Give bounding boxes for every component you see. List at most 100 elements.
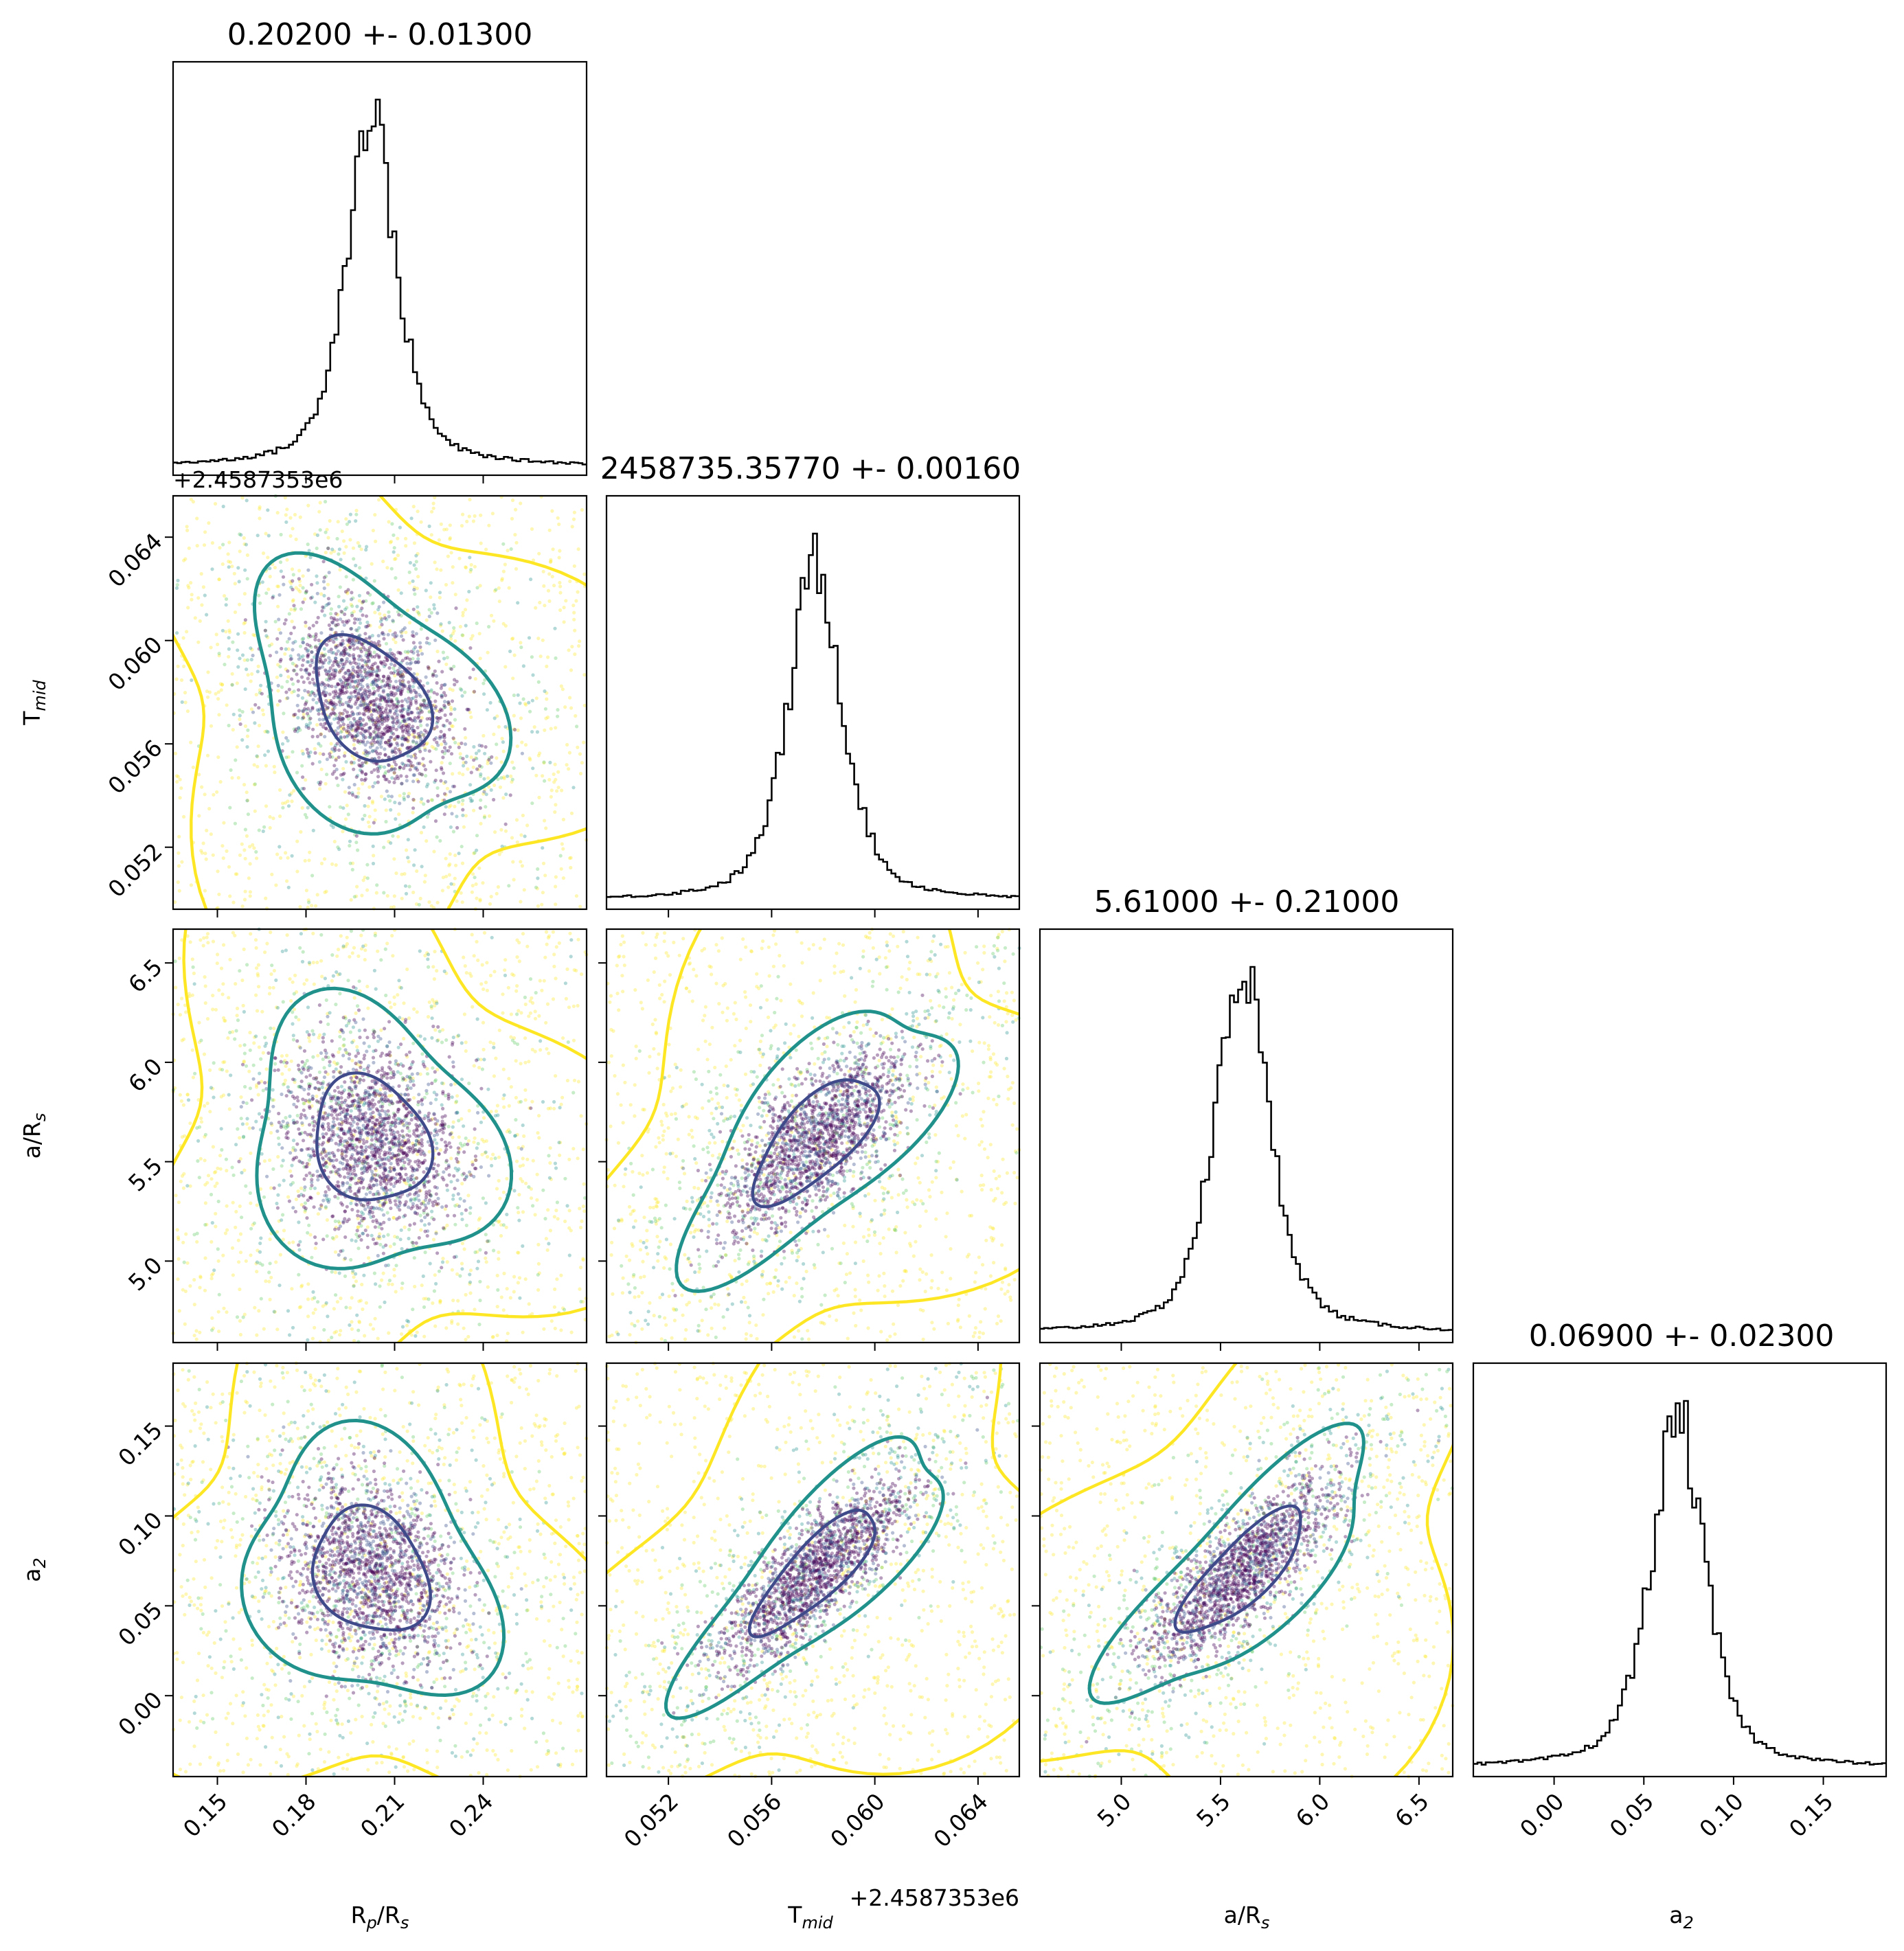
scatter-point [280, 1054, 284, 1058]
scatter-point [244, 543, 248, 547]
scatter-point [472, 1140, 476, 1144]
scatter-point [223, 1231, 228, 1235]
scatter-point [293, 729, 297, 733]
scatter-point [473, 876, 477, 880]
scatter-point [336, 683, 340, 687]
scatter-point [348, 645, 352, 649]
scatter-point [549, 727, 553, 731]
scatter-point [373, 749, 377, 753]
scatter-point [413, 716, 417, 720]
scatter-point [461, 808, 465, 812]
scatter-point [339, 617, 343, 621]
scatter-point [462, 1150, 466, 1154]
scatter-point [279, 856, 283, 860]
scatter-point [500, 736, 504, 741]
scatter-point [449, 1083, 453, 1087]
scatter-point [528, 709, 532, 714]
scatter-point [432, 738, 436, 742]
scatter-point [389, 662, 394, 666]
scatter-point [452, 737, 456, 741]
scatter-point [392, 738, 397, 742]
scatter-point [254, 993, 258, 997]
scatter-point [268, 567, 272, 571]
scatter-point [508, 793, 512, 797]
scatter-point [399, 1228, 403, 1232]
scatter-point [300, 675, 304, 679]
scatter-point [438, 595, 442, 600]
scatter-point [252, 763, 256, 767]
scatter-point [238, 853, 242, 857]
scatter-point [182, 1172, 186, 1176]
scatter-point [413, 592, 417, 596]
scatter-point [543, 689, 547, 694]
scatter-point [558, 1106, 562, 1110]
scatter-point [392, 533, 396, 537]
scatter-point [450, 1268, 455, 1272]
scatter-point [255, 1203, 259, 1207]
scatter-point [499, 776, 503, 780]
scatter-point [401, 728, 405, 732]
scatter-point [438, 1299, 442, 1303]
scatter-point [503, 665, 508, 669]
scatter-point [242, 630, 247, 635]
scatter-point [394, 708, 398, 712]
scatter-point [534, 696, 539, 700]
scatter-point [524, 1181, 528, 1185]
scatter-point [183, 691, 188, 695]
scatter-point [536, 904, 541, 909]
scatter-point [233, 610, 238, 615]
scatter-point [431, 506, 435, 510]
scatter-point [305, 660, 310, 664]
scatter-point [411, 890, 416, 895]
scatter-point [471, 634, 475, 638]
scatter-point [349, 691, 353, 695]
scatter-point [343, 1274, 348, 1278]
scatter-point [297, 1018, 301, 1022]
scatter-point [341, 722, 345, 727]
scatter-point [284, 618, 288, 622]
scatter-panel-ars-vs-rp [171, 927, 589, 1344]
scatter-point [313, 683, 317, 687]
scatter-point [255, 1009, 260, 1013]
scatter-point [384, 740, 388, 744]
scatter-point [300, 959, 305, 963]
scatter-point [399, 614, 403, 618]
scatter-point [359, 1210, 364, 1214]
scatter-point [193, 616, 197, 620]
scatter-point [318, 501, 322, 505]
scatter-point [334, 863, 338, 867]
scatter-point [519, 1147, 523, 1151]
scatter-point [390, 652, 394, 656]
scatter-point [435, 725, 439, 729]
scatter-point [535, 1172, 539, 1176]
scatter-point [439, 779, 443, 783]
scatter-point [371, 861, 376, 866]
scatter-point [209, 1086, 213, 1090]
scatter-point [488, 1040, 492, 1045]
scatter-point [209, 1177, 214, 1181]
scatter-point [435, 719, 440, 723]
scatter-point [447, 727, 452, 731]
scatter-point [411, 806, 416, 810]
scatter-point [227, 560, 231, 564]
scatter-point [401, 638, 405, 642]
scatter-point [248, 1031, 252, 1035]
scatter-point [574, 968, 578, 972]
scatter-point [230, 564, 234, 569]
scatter-point [380, 685, 384, 689]
scatter-point [407, 759, 411, 763]
scatter-point [324, 574, 328, 578]
scatter-point [394, 721, 399, 725]
scatter-point [238, 1136, 242, 1140]
scatter-point [460, 861, 465, 865]
scatter-point [324, 693, 328, 698]
scatter-point [345, 735, 349, 739]
scatter-point [479, 798, 483, 802]
scatter-point [372, 654, 377, 659]
scatter-point [376, 735, 381, 739]
scatter-point [297, 1067, 301, 1071]
scatter-point [365, 545, 369, 549]
scatter-point [467, 1082, 471, 1086]
scatter-point [175, 779, 179, 784]
scatter-point [291, 682, 295, 686]
